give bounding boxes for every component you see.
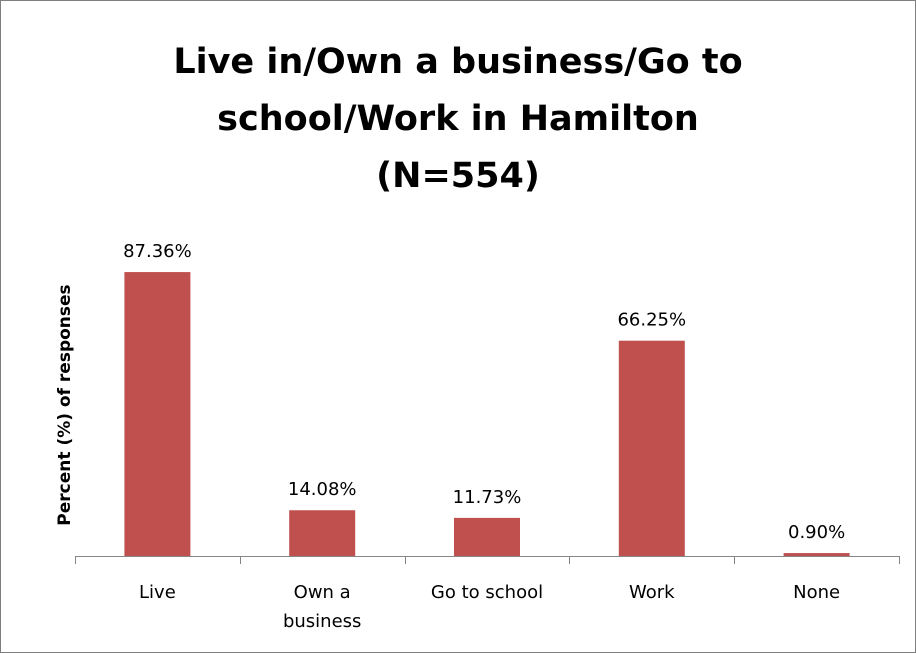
category-label-3: Work — [629, 582, 675, 603]
category-label-1-line-1: business — [283, 611, 361, 632]
bar-2 — [454, 517, 520, 556]
category-label-1-line-0: Own a — [294, 582, 351, 603]
category-label-4-line-0: None — [793, 582, 840, 603]
category-label-2: Go to school — [431, 582, 543, 603]
data-labels-layer: 87.36% 14.08% 11.73% 66.25% 0.90% — [123, 241, 845, 543]
category-label-0-line-0: Live — [139, 582, 176, 603]
category-labels-layer: Live Own a business Go to school Work None — [139, 582, 840, 632]
category-label-3-line-0: Work — [629, 582, 675, 603]
bar-4 — [783, 553, 850, 556]
data-label-2: 11.73% — [453, 487, 522, 508]
category-label-0: Live — [139, 582, 176, 603]
data-label-0: 87.36% — [123, 241, 192, 262]
chart-title-line-2: school/Work in Hamilton — [217, 99, 699, 139]
chart-title: Live in/Own a business/Go to school/Work… — [0, 34, 916, 205]
x-axis — [75, 556, 900, 564]
bar-3 — [618, 340, 685, 556]
data-label-1: 14.08% — [288, 479, 357, 500]
data-label-3: 66.25% — [617, 310, 686, 331]
category-label-2-line-0: Go to school — [431, 582, 543, 603]
category-label-1: Own a business — [283, 582, 361, 632]
data-label-4: 0.90% — [788, 522, 845, 543]
y-axis-label: Percent (%) of responses — [55, 284, 75, 525]
bars-layer — [124, 272, 850, 556]
bar-1 — [289, 510, 356, 556]
chart-title-line-3: (N=554) — [376, 156, 540, 196]
bar-0 — [124, 272, 191, 556]
chart-title-line-1: Live in/Own a business/Go to — [173, 42, 743, 82]
category-label-4: None — [793, 582, 840, 603]
